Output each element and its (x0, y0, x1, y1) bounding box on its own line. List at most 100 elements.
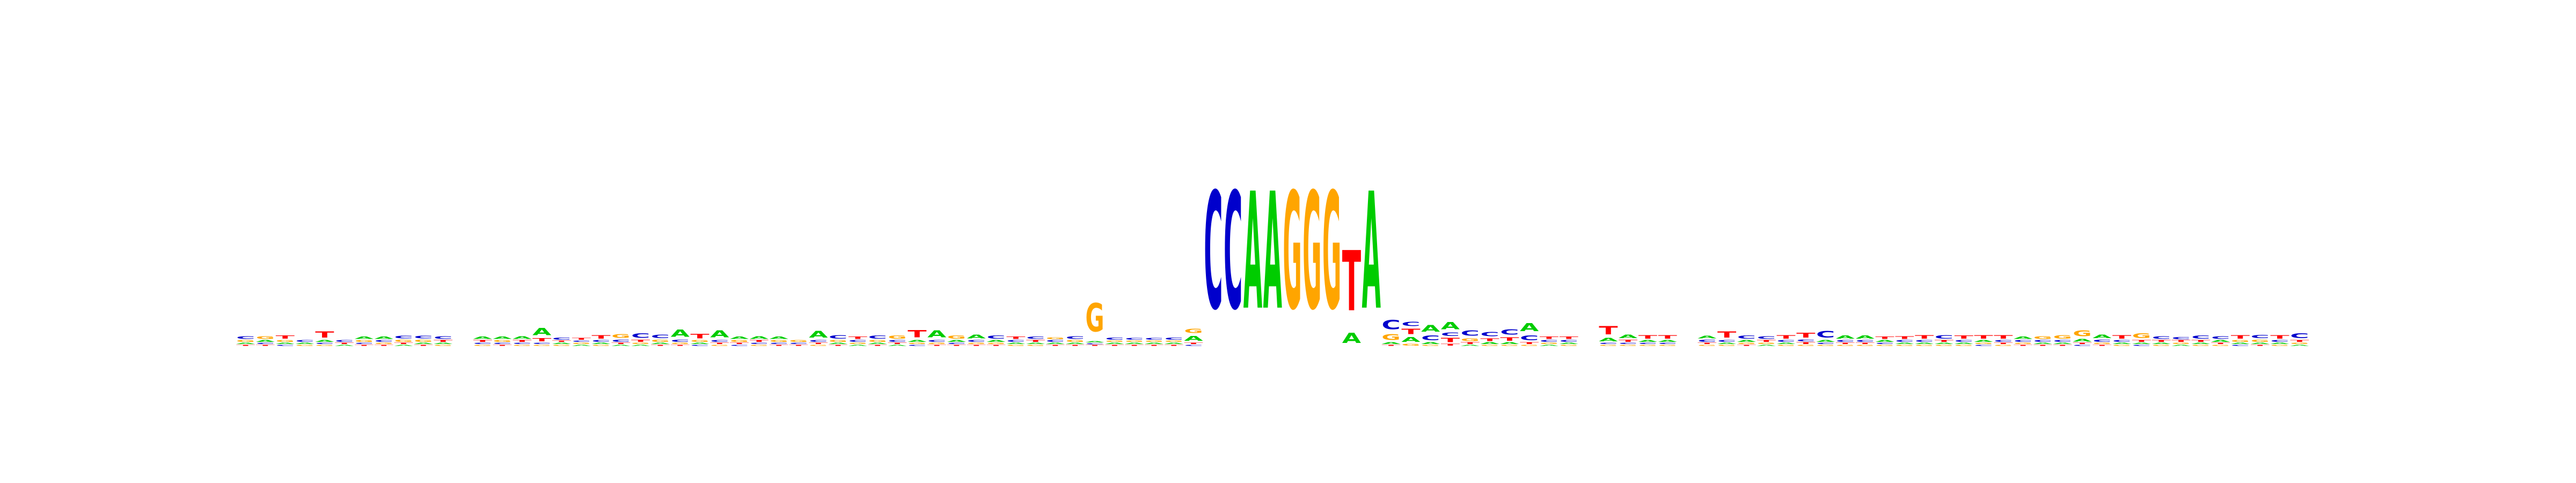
logo-letter-g-pos-105: G (2290, 342, 2309, 345)
logo-letter-a-pos-101: A (2211, 340, 2230, 342)
logo-letter-t-pos-84: T (1875, 336, 1894, 340)
logo-letter-c-pos-83: C (1856, 340, 1875, 342)
logo-letter-a-pos-34: A (888, 345, 906, 346)
logo-letter-a-pos-104: A (2270, 342, 2289, 345)
logo-letter-a-pos-59: A (1381, 342, 1400, 345)
logo-letter-g-pos-32: G (848, 342, 867, 345)
logo-letter-g-pos-92: G (2033, 335, 2052, 340)
logo-letter-a-pos-8: A (375, 336, 394, 340)
logo-letter-g-pos-78: G (1757, 342, 1776, 345)
logo-letter-a-pos-78: A (1757, 345, 1776, 346)
logo-letter-a-pos-61: A (1421, 342, 1440, 345)
logo-letter-c-pos-70: C (1599, 342, 1618, 345)
logo-letter-g-pos-54: G (1283, 159, 1301, 346)
logo-letter-c-pos-59: C (1381, 317, 1400, 332)
logo-letter-a-pos-102: A (2231, 342, 2250, 345)
logo-letter-g-pos-99: G (2171, 342, 2190, 345)
logo-letter-g-pos-91: G (2014, 342, 2032, 345)
logo-letter-c-pos-95: C (2092, 339, 2111, 342)
logo-letter-t-pos-22: T (651, 345, 670, 346)
logo-letter-a-pos-53: A (1263, 159, 1282, 346)
logo-letter-c-pos-17: C (552, 337, 571, 340)
logo-letter-t-pos-83: T (1856, 342, 1875, 345)
logo-letter-a-pos-97: A (2132, 342, 2151, 345)
logo-letter-a-pos-2: A (256, 340, 275, 342)
logo-letter-c-pos-76: C (1717, 340, 1736, 342)
logo-letter-g-pos-37: G (947, 335, 966, 340)
logo-letter-t-pos-43: T (1066, 345, 1085, 346)
logo-letter-g-pos-45: G (1105, 340, 1124, 342)
logo-letter-g-pos-66: G (1520, 345, 1539, 346)
logo-letter-a-pos-52: A (1243, 159, 1262, 346)
logo-letter-g-pos-1: G (236, 340, 255, 342)
logo-letter-c-pos-87: C (1935, 334, 1953, 340)
logo-letter-t-pos-46: T (1125, 345, 1144, 346)
logo-letter-g-pos-22: G (651, 339, 670, 342)
logo-letter-a-pos-7: A (355, 336, 374, 340)
logo-letter-a-pos-27: A (750, 335, 769, 340)
logo-letter-c-pos-31: C (829, 334, 847, 340)
logo-letter-g-pos-41: G (1026, 345, 1045, 346)
logo-letter-c-pos-77: C (1737, 335, 1756, 340)
logo-letter-a-pos-38: A (967, 334, 986, 340)
logo-letter-a-pos-61: A (1421, 324, 1440, 334)
logo-letter-a-pos-21: A (631, 345, 650, 346)
logo-letter-c-pos-92: C (2033, 340, 2052, 342)
logo-letter-a-pos-67: A (1540, 345, 1558, 346)
logo-letter-c-pos-48: C (1165, 337, 1183, 340)
logo-letter-t-pos-29: T (789, 345, 808, 346)
logo-letter-a-pos-36: A (927, 329, 947, 340)
logo-letter-g-pos-85: G (1895, 345, 1914, 346)
logo-letter-a-pos-82: A (1836, 335, 1855, 340)
logo-letter-c-pos-27: C (750, 342, 769, 345)
logo-letter-t-pos-1: T (236, 345, 255, 346)
logo-letter-g-pos-101: G (2211, 345, 2230, 346)
logo-letter-t-pos-14: T (493, 345, 511, 346)
logo-letter-g-pos-94: G (2073, 328, 2091, 338)
logo-letter-c-pos-65: C (1500, 328, 1519, 336)
logo-letter-t-pos-6: T (335, 342, 354, 345)
logo-letter-c-pos-4: C (295, 340, 314, 342)
logo-letter-t-pos-42: T (1046, 345, 1065, 346)
logo-letter-a-pos-85: A (1895, 342, 1914, 345)
logo-letter-c-pos-24: C (690, 345, 709, 346)
logo-letter-g-pos-33: G (868, 340, 887, 342)
logo-letter-c-pos-67: C (1540, 340, 1558, 342)
logo-letter-g-pos-77: G (1737, 342, 1756, 345)
logo-letter-t-pos-88: T (1955, 335, 1974, 340)
logo-letter-g-pos-25: G (710, 345, 729, 346)
logo-letter-t-pos-68: T (1560, 336, 1578, 340)
logo-letter-t-pos-87: T (1935, 340, 1953, 342)
logo-letter-a-pos-43: A (1066, 342, 1085, 345)
logo-letter-g-pos-79: G (1776, 345, 1795, 346)
logo-letter-g-pos-3: G (276, 340, 295, 342)
logo-letter-t-pos-49: T (1184, 342, 1203, 345)
logo-letter-c-pos-62: C (1441, 332, 1460, 337)
logo-letter-a-pos-11: A (434, 342, 452, 345)
logo-letter-g-pos-60: G (1401, 343, 1420, 346)
logo-letter-g-pos-19: G (591, 345, 610, 346)
logo-letter-a-pos-31: A (829, 342, 847, 345)
logo-letter-t-pos-105: T (2290, 340, 2309, 342)
logo-letter-a-pos-5: A (315, 340, 334, 342)
logo-letter-g-pos-31: G (829, 340, 847, 342)
logo-letter-g-pos-30: G (809, 345, 828, 346)
logo-letter-t-pos-63: T (1461, 342, 1480, 345)
logo-letter-t-pos-78: T (1757, 340, 1776, 342)
logo-letter-g-pos-103: G (2251, 339, 2270, 342)
logo-letter-a-pos-23: A (671, 328, 690, 340)
logo-letter-t-pos-62: T (1441, 343, 1460, 346)
logo-letter-c-pos-9: C (394, 335, 413, 339)
logo-letter-a-pos-72: A (1638, 340, 1657, 342)
logo-letter-a-pos-66: A (1520, 321, 1539, 334)
logo-letter-a-pos-15: A (513, 335, 532, 340)
logo-letter-t-pos-18: T (572, 338, 591, 340)
logo-letter-t-pos-66: T (1520, 342, 1539, 345)
logo-letter-a-pos-103: A (2251, 342, 2270, 345)
logo-letter-t-pos-101: T (2211, 342, 2230, 345)
logo-letter-t-pos-13: T (473, 340, 492, 342)
logo-letter-t-pos-91: T (2014, 345, 2032, 346)
logo-letter-g-pos-100: G (2191, 345, 2210, 346)
logo-letter-c-pos-73: C (1658, 342, 1677, 345)
